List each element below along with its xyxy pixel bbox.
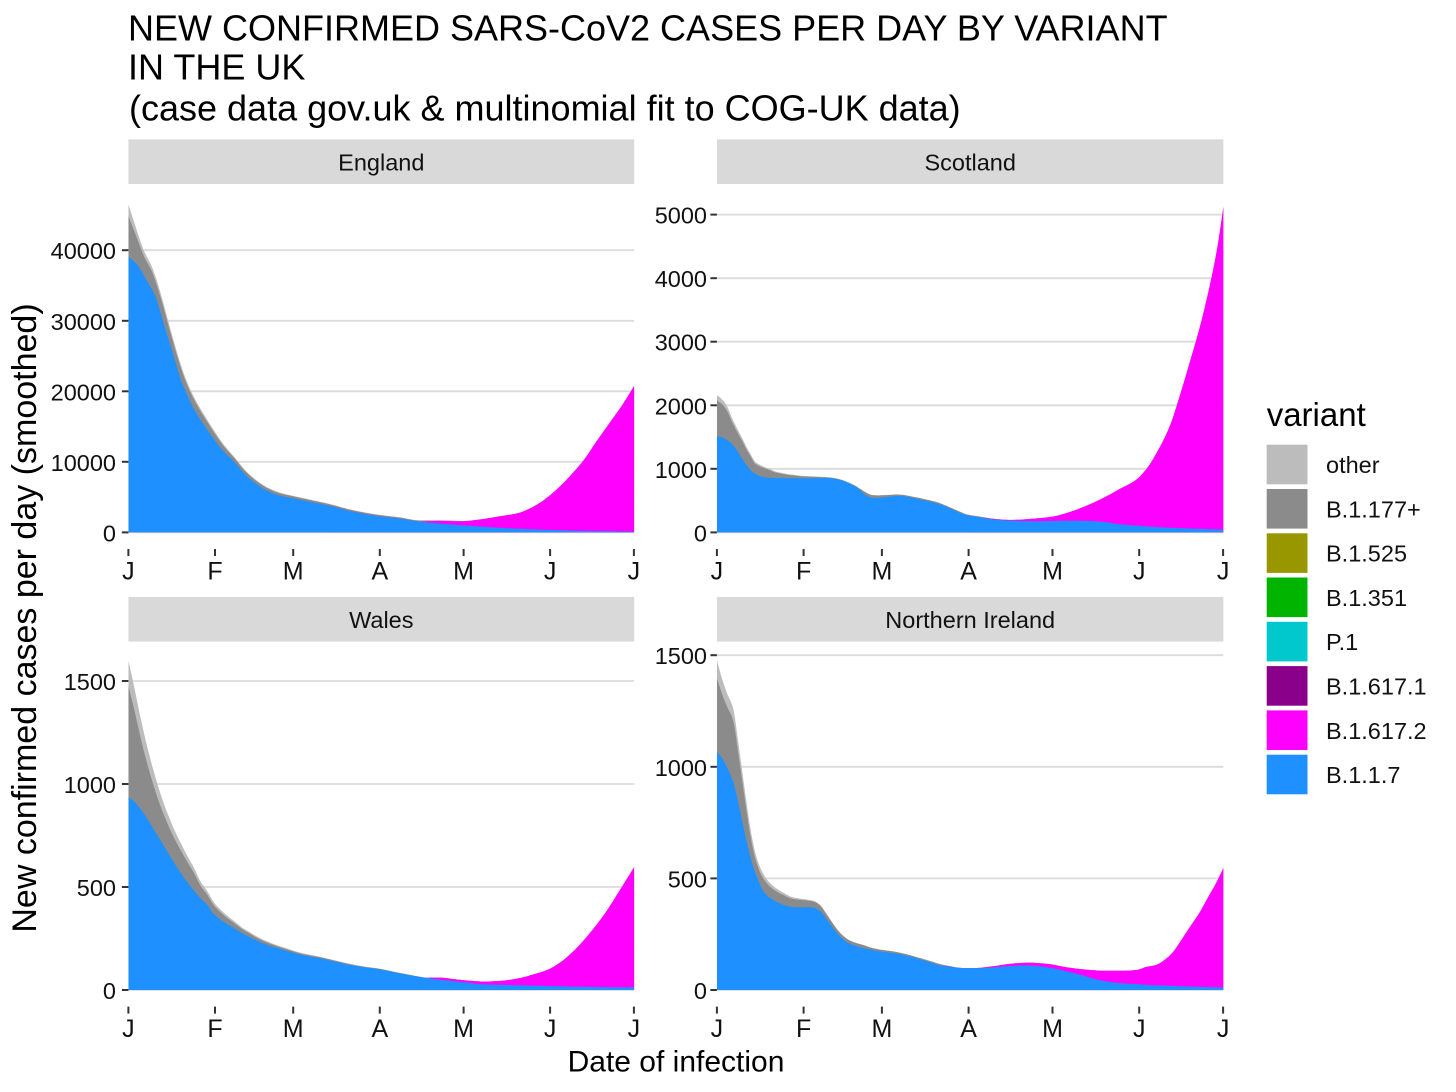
svg-text:J: J [544,1015,557,1043]
svg-text:Wales: Wales [349,607,413,633]
svg-text:J: J [628,1015,641,1043]
svg-text:M: M [283,558,304,586]
svg-text:B.1.617.1: B.1.617.1 [1326,674,1427,700]
svg-text:M: M [871,558,892,586]
svg-text:variant: variant [1267,396,1366,433]
svg-text:Scotland: Scotland [924,149,1015,175]
svg-text:2000: 2000 [655,393,707,419]
svg-text:B.1.525: B.1.525 [1326,541,1407,567]
svg-text:J: J [1133,1015,1146,1043]
svg-text:20000: 20000 [51,379,116,405]
svg-text:1000: 1000 [655,457,707,483]
svg-text:J: J [544,558,557,586]
svg-text:A: A [960,558,977,586]
svg-text:B.1.177+: B.1.177+ [1326,496,1421,522]
svg-text:Northern Ireland: Northern Ireland [885,607,1055,633]
svg-text:F: F [796,1015,811,1043]
svg-text:B.1.1.7: B.1.1.7 [1326,762,1400,788]
svg-text:500: 500 [77,875,116,901]
svg-text:England: England [338,149,424,175]
svg-text:J: J [1217,1015,1230,1043]
svg-text:P.1: P.1 [1326,629,1358,655]
svg-text:5000: 5000 [655,203,707,229]
svg-text:M: M [1042,1015,1063,1043]
svg-text:F: F [207,1015,222,1043]
svg-text:Date of infection: Date of infection [568,1046,785,1079]
svg-text:A: A [371,558,388,586]
svg-text:B.1.617.2: B.1.617.2 [1326,718,1427,744]
svg-text:IN THE UK: IN THE UK [128,47,305,88]
svg-text:F: F [207,558,222,586]
svg-text:B.1.351: B.1.351 [1326,585,1407,611]
svg-text:(case data gov.uk & multinomia: (case data gov.uk & multinomial fit to C… [129,88,961,129]
svg-text:J: J [628,558,641,586]
svg-text:M: M [871,1015,892,1043]
svg-text:1500: 1500 [655,643,707,669]
svg-text:1000: 1000 [64,772,116,798]
svg-text:M: M [453,558,474,586]
svg-text:M: M [453,1015,474,1043]
svg-text:J: J [711,1015,724,1043]
svg-text:J: J [122,558,135,586]
svg-text:New confirmed cases per day (s: New confirmed cases per day (smoothed) [6,303,44,932]
svg-text:3000: 3000 [655,330,707,356]
svg-text:500: 500 [668,866,707,892]
svg-text:1000: 1000 [655,755,707,781]
svg-text:J: J [1133,558,1146,586]
svg-text:J: J [1217,558,1230,586]
svg-text:J: J [711,558,724,586]
svg-text:0: 0 [103,520,116,546]
svg-text:NEW CONFIRMED SARS-CoV2 CASES: NEW CONFIRMED SARS-CoV2 CASES PER DAY BY… [128,8,1168,49]
svg-text:0: 0 [103,978,116,1004]
svg-text:M: M [1042,558,1063,586]
svg-text:4000: 4000 [655,266,707,292]
svg-text:A: A [960,1015,977,1043]
svg-text:M: M [283,1015,304,1043]
svg-text:other: other [1326,452,1380,478]
svg-text:40000: 40000 [51,238,116,264]
svg-text:J: J [122,1015,135,1043]
svg-text:1500: 1500 [64,669,116,695]
svg-text:10000: 10000 [51,450,116,476]
svg-text:0: 0 [694,520,707,546]
svg-text:A: A [371,1015,388,1043]
svg-text:0: 0 [694,978,707,1004]
svg-text:F: F [796,558,811,586]
svg-text:30000: 30000 [51,309,116,335]
